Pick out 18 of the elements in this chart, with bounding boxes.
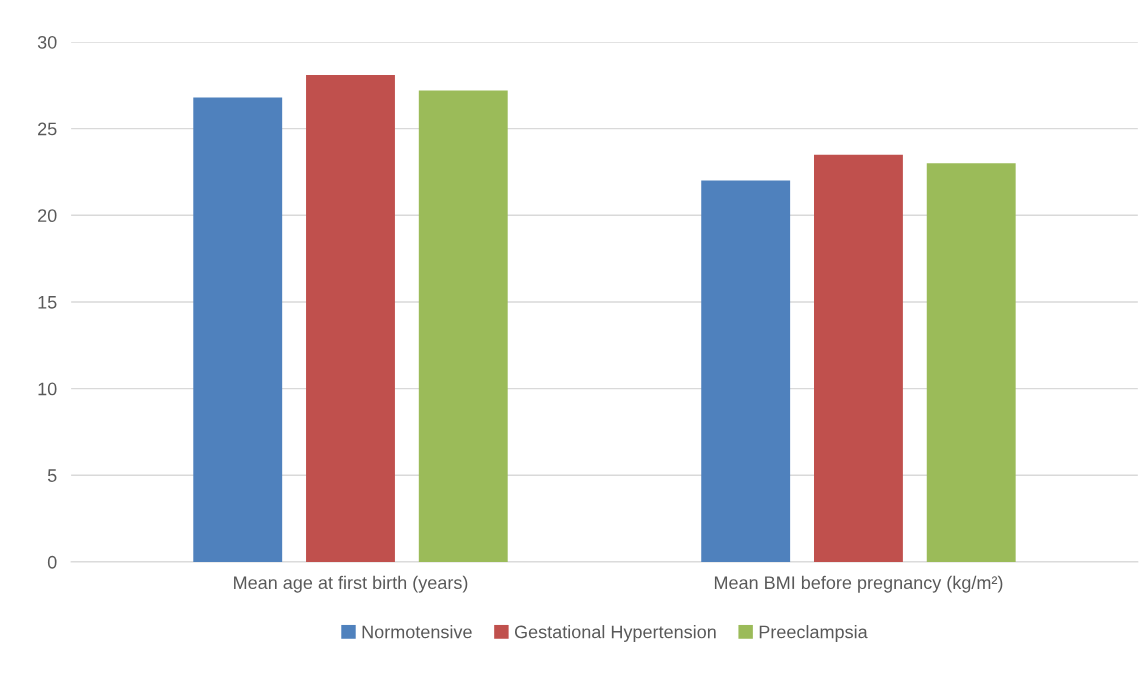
bar <box>193 97 283 562</box>
bar <box>701 180 791 562</box>
y-tick-label: 25 <box>38 122 57 136</box>
legend-label: Gestational Hypertension <box>514 625 716 642</box>
bar <box>418 90 508 562</box>
bar <box>306 74 395 562</box>
y-tick-label: 5 <box>47 469 57 482</box>
y-tick-label: 20 <box>38 209 57 223</box>
y-tick-label: 0 <box>47 555 57 569</box>
legend-label: Preeclampsia <box>759 625 868 642</box>
y-tick-label: 30 <box>37 35 57 49</box>
x-tick-label: Mean age at first birth (years) <box>234 575 468 593</box>
bar <box>926 163 1016 562</box>
x-tick-label: Mean BMI before pregnancy (kg/m²) <box>714 575 1003 593</box>
legend-label: Normotensive <box>362 625 472 639</box>
y-tick-label: 15 <box>38 296 57 309</box>
bar <box>814 154 903 562</box>
y-tick-label: 10 <box>38 382 57 396</box>
